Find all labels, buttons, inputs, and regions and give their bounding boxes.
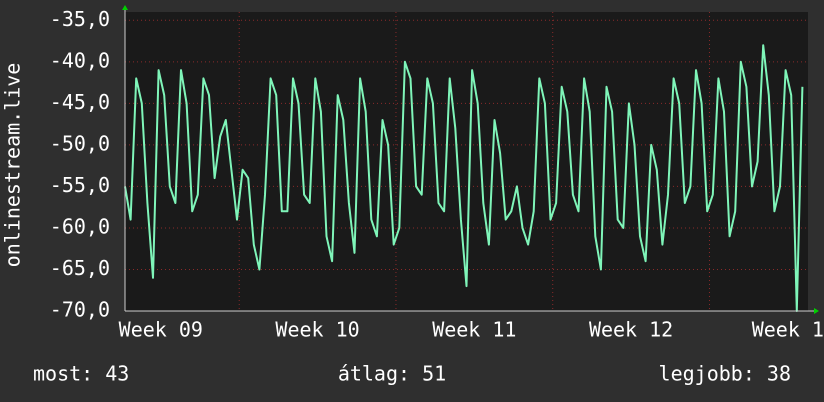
y-axis-label: onlinestream.live xyxy=(1,63,25,268)
x-tick-label: Week 1 xyxy=(752,318,824,342)
y-tick-label: -55,0 xyxy=(50,173,110,197)
stat-current: most: 43 xyxy=(33,362,129,386)
x-tick-label: Week 10 xyxy=(275,318,359,342)
y-tick-label: -70,0 xyxy=(50,298,110,322)
x-tick-label: Week 12 xyxy=(589,318,673,342)
y-axis-arrow xyxy=(122,5,128,10)
stat-average: átlag: 51 xyxy=(338,362,446,386)
x-tick-label: Week 09 xyxy=(119,318,203,342)
x-axis-arrow xyxy=(814,308,819,314)
y-tick-label: -40,0 xyxy=(50,48,110,72)
stat-best: legjobb: 38 xyxy=(659,362,791,386)
x-tick-label: Week 11 xyxy=(432,318,516,342)
y-tick-label: -35,0 xyxy=(50,7,110,31)
y-tick-label: -65,0 xyxy=(50,256,110,280)
data-line xyxy=(124,44,804,312)
y-tick-label: -50,0 xyxy=(50,131,110,155)
y-tick-label: -60,0 xyxy=(50,214,110,238)
y-tick-label: -45,0 xyxy=(50,90,110,114)
